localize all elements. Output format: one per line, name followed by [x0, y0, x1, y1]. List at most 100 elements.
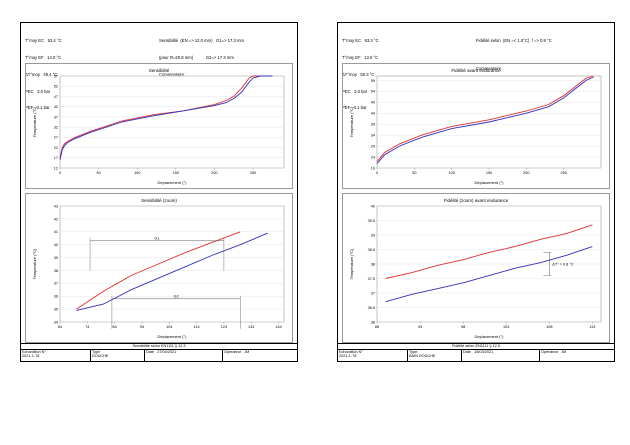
x-tick-label: 64	[58, 325, 62, 329]
header-measures-right: T°moy EC 63.3 °C T°moy EF 13.0 °C ΔT°moy…	[342, 27, 379, 122]
y-tick-label: 57	[54, 74, 58, 78]
y-tick-label: 38	[371, 262, 375, 266]
y-tick-label: 54	[371, 90, 375, 94]
x-axis-label: Déplacement (°)	[475, 180, 505, 185]
series-line	[376, 76, 594, 164]
footer-label: Echantillon N°	[339, 350, 363, 354]
y-tick-label: 12	[54, 166, 58, 170]
footer-operateur: Opérateur JM	[540, 350, 616, 362]
x-tick-label: 94	[140, 325, 144, 329]
annotation-label: G2	[174, 294, 179, 298]
y-tick-label: 37	[54, 115, 58, 119]
x-tick-label: 50	[97, 171, 101, 175]
footer-echantillon: Echantillon N° 2021-1-78	[21, 350, 91, 362]
footer-date: Date 27/04/2021	[145, 350, 223, 362]
y-axis-label: Température (°C)	[32, 248, 37, 279]
footer-operateur: Opérateur JM	[223, 350, 299, 362]
y-tick-label: 44	[371, 112, 375, 116]
y-tick-label: 52	[54, 85, 58, 89]
y-tick-label: 29	[371, 144, 375, 148]
footer-value: DOUCHE	[92, 354, 109, 359]
footer-value: 27/04/2021	[157, 350, 177, 354]
footer-value: 2021-1-78	[22, 354, 40, 359]
footer-label: Date	[463, 350, 472, 354]
chart-panel-fidelite: Fidélité avant endurance 19 24 29 34 39 44 49 54…	[342, 63, 610, 189]
x-tick-label: 124	[221, 325, 227, 329]
header-line: PEF 3.1 bar	[342, 105, 367, 111]
footer-row: Echantillon N° 2021-1-78 Type DOUCHE Dat…	[21, 349, 297, 362]
chart-title: Sensibilité (zoom)	[141, 198, 177, 203]
x-tick-label: 108	[546, 325, 552, 329]
y-axis-label: Température (°C)	[349, 106, 354, 137]
y-tick-label: 41	[54, 230, 58, 234]
x-tick-label: 144	[275, 325, 281, 329]
x-axis-label: Déplacement (°)	[475, 334, 505, 339]
x-axis-label: Déplacement (°)	[158, 334, 188, 339]
footer-left: Sensibilité selon EN1111 § 12.3 Echantil…	[21, 343, 297, 362]
footer-type: Type BAIN DOUCHE	[408, 350, 462, 362]
footer-label: Type	[92, 350, 101, 354]
footer-value: 2021-1-78	[339, 354, 357, 359]
y-axis-label: Température (°C)	[349, 248, 354, 279]
y-tick-label: 43	[54, 204, 58, 208]
y-tick-label: 38.5	[368, 248, 375, 252]
report-page-right: T°moy EC 63.3 °C T°moy EF 13.0 °C ΔT°moy…	[337, 22, 615, 362]
y-tick-label: 27	[54, 136, 58, 140]
footer-label: Type	[409, 350, 418, 354]
header-line: ΔT°moy 49.4 °C	[25, 71, 58, 77]
y-tick-label: 22	[54, 146, 58, 150]
x-tick-label: 200	[211, 171, 217, 175]
header-line: T°moy EF 13.0 °C	[342, 54, 379, 60]
y-tick-label: 35	[54, 308, 58, 312]
footer-label: Opérateur	[224, 350, 242, 354]
y-tick-label: 42	[54, 217, 58, 221]
annotation-label: ΔT° = 0.8 °C	[552, 262, 574, 266]
y-tick-label: 40	[371, 204, 375, 208]
footer-caption: Fidélité selon EN1111 § 12.5	[452, 344, 500, 348]
series-line	[376, 75, 594, 162]
x-tick-label: 104	[166, 325, 172, 329]
header-line: Commentaire :	[159, 71, 187, 77]
x-tick-label: 0	[376, 171, 378, 175]
footer-type: Type DOUCHE	[91, 350, 145, 362]
y-tick-label: 34	[371, 134, 375, 138]
series-line	[76, 232, 268, 311]
x-tick-label: 0	[59, 171, 61, 175]
y-tick-label: 37.5	[368, 277, 375, 281]
x-tick-label: 150	[486, 171, 492, 175]
y-axis-label: Température (°C)	[32, 106, 37, 137]
header-line: PEC 3.0 bar	[342, 88, 368, 94]
y-tick-label: 38	[54, 269, 58, 273]
x-tick-label: 93	[418, 325, 422, 329]
y-tick-label: 39	[371, 233, 375, 237]
header-measures-left: T°moy EC 53.4 °C T°moy EF 14.0 °C ΔT°moy…	[25, 27, 62, 122]
header-line: Commentaire :	[476, 66, 504, 72]
footer-label: Opérateur	[541, 350, 559, 354]
series-line	[385, 224, 593, 279]
chart-panel-sensibilite-zoom: Sensibilité (zoom) 34 35 36 37 38 39 40 41 42 43 64…	[25, 193, 293, 343]
annotation-label: G1	[154, 236, 159, 240]
y-tick-label: 39	[54, 256, 58, 260]
x-tick-label: 100	[448, 171, 454, 175]
x-tick-label: 98	[461, 325, 465, 329]
y-tick-label: 36	[54, 295, 58, 299]
series-line	[76, 231, 241, 310]
x-tick-label: 200	[523, 171, 529, 175]
y-tick-label: 59	[371, 79, 375, 83]
report-page-left: T°moy EC 53.4 °C T°moy EF 14.0 °C ΔT°moy…	[20, 22, 298, 362]
x-tick-label: 100	[134, 171, 140, 175]
y-tick-label: 17	[54, 156, 58, 160]
footer-date: Date 16/03/2021	[462, 350, 540, 362]
x-tick-label: 250	[250, 171, 256, 175]
x-tick-label: 103	[503, 325, 509, 329]
chart-sensibilite: Sensibilité 12 17 22 27 32 37 42 47 52 57 0 50 100 150…	[32, 68, 285, 185]
x-tick-label: 88	[375, 325, 379, 329]
footer-value: 16/03/2021	[474, 350, 494, 354]
chart-sensibilite-zoom: Sensibilité (zoom) 34 35 36 37 38 39 40 41 42 43 64…	[32, 198, 285, 339]
y-tick-label: 34	[54, 320, 58, 324]
y-tick-label: 37	[54, 282, 58, 286]
x-tick-label: 74	[85, 325, 89, 329]
chart-panel-sensibilite: Sensibilité 12 17 22 27 32 37 42 47 52 57 0 50 100 150…	[25, 63, 293, 189]
x-tick-label: 114	[194, 325, 200, 329]
footer-row: Echantillon N° 2021-1-78 Type BAIN DOUCH…	[338, 349, 614, 362]
